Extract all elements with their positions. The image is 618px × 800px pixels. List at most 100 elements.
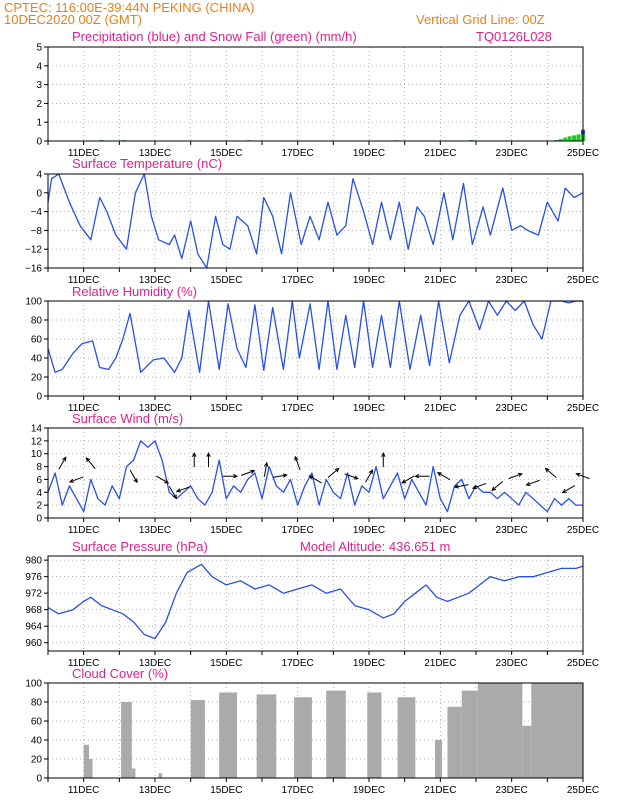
cloud-bar: [294, 697, 312, 778]
x-tick-label: 21DEC: [424, 785, 456, 796]
temperature-panel: Surface Temperature (nC) 4 0 −4 −8 −12 −16 11…: [25, 156, 599, 286]
x-tick-label: 13DEC: [139, 148, 171, 159]
cloud-bar: [190, 700, 205, 778]
y-tick-label: 80: [31, 698, 43, 709]
x-tick-label: 19DEC: [353, 403, 385, 414]
precipitation-title: Precipitation (blue) and Snow Fall (gree…: [72, 29, 357, 44]
y-tick-label: 3: [36, 80, 42, 91]
wind-arrow: [272, 473, 288, 478]
temperature-frame: [47, 173, 584, 269]
pressure-marks: [47, 563, 584, 640]
humidity-panel: Relative Humidity (%) 0 20 40 60 80 100 11DEC…: [25, 284, 599, 414]
x-tick-label: 25DEC: [567, 525, 599, 536]
precipitation-grid: [47, 47, 584, 141]
y-tick-label: 2: [36, 99, 42, 110]
cloud-bar: [121, 702, 132, 778]
pressure-line: [47, 563, 584, 640]
cloud-bar: [461, 690, 478, 778]
x-tick-label: 21DEC: [424, 658, 456, 669]
x-tick-label: 21DEC: [424, 525, 456, 536]
snow-bar: [576, 134, 581, 141]
wind-arrow: [240, 469, 256, 476]
cloud-frame: [47, 682, 584, 779]
wind-arrow: [327, 467, 340, 478]
y-tick-label: 5: [36, 43, 42, 54]
wind-arrow: [365, 469, 374, 483]
x-tick-label: 13DEC: [139, 525, 171, 536]
x-tick-label: 11DEC: [68, 658, 100, 669]
x-tick-label: 17DEC: [282, 275, 314, 286]
wind-arrow: [471, 482, 487, 490]
y-tick-label: 20: [31, 755, 43, 766]
wind-arrow: [381, 451, 386, 468]
x-tick-label: 23DEC: [496, 658, 528, 669]
y-tick-label: 960: [25, 638, 42, 649]
x-tick-label: 17DEC: [282, 658, 314, 669]
wind-arrow: [155, 475, 170, 484]
x-tick-label: 23DEC: [496, 148, 528, 159]
wind-grid: [47, 428, 584, 518]
precipitation-x-labels: 11DEC 13DEC 15DEC 17DEC 19DEC 21DEC 23DEC 25DEC: [47, 141, 599, 159]
wind-arrow: [206, 451, 211, 468]
precipitation-marks: [99, 129, 586, 141]
cloud-bar: [158, 773, 163, 778]
x-tick-label: 25DEC: [567, 403, 599, 414]
x-tick-label: 23DEC: [496, 525, 528, 536]
pressure-x-labels: 11DEC 13DEC 15DEC 17DEC 19DEC 21DEC 23DEC 25DEC: [47, 651, 599, 669]
y-tick-label: 4: [36, 488, 42, 499]
pressure-panel: Surface Pressure (hPa) Model Altitude: 4…: [25, 539, 599, 669]
humidity-y-labels: 0 20 40 60 80 100: [25, 297, 48, 403]
humidity-grid: [47, 301, 584, 396]
wind-title: Surface Wind (m/s): [72, 411, 183, 426]
y-tick-label: −16: [25, 264, 42, 275]
precipitation-frame: [47, 46, 584, 142]
y-tick-label: 20: [31, 373, 43, 384]
wind-frame: [47, 427, 584, 519]
pressure-frame: [47, 555, 584, 652]
precipitation-panel: Precipitation (blue) and Snow Fall (gree…: [36, 29, 599, 159]
humidity-marks: [47, 300, 583, 373]
wind-arrow: [192, 451, 197, 468]
x-tick-label: 11DEC: [68, 785, 100, 796]
x-tick-label: 23DEC: [496, 403, 528, 414]
y-tick-label: 1: [36, 118, 42, 129]
temperature-y-labels: 4 0 −4 −8 −12 −16: [25, 170, 48, 275]
pressure-title: Surface Pressure (hPa): [72, 539, 208, 554]
x-tick-label: 13DEC: [139, 658, 171, 669]
y-tick-label: 100: [25, 679, 42, 690]
x-tick-label: 15DEC: [210, 785, 242, 796]
x-tick-label: 15DEC: [210, 148, 242, 159]
temperature-x-labels: 11DEC 13DEC 15DEC 17DEC 19DEC 21DEC 23DEC 25DEC: [47, 268, 599, 286]
y-tick-label: 40: [31, 736, 43, 747]
y-tick-label: 80: [31, 316, 43, 327]
x-tick-label: 21DEC: [424, 148, 456, 159]
snow-bar: [558, 139, 563, 141]
wind-arrow: [168, 485, 177, 500]
y-tick-label: 10: [31, 449, 43, 460]
y-tick-label: −8: [31, 226, 43, 237]
y-tick-label: 964: [25, 622, 42, 633]
x-tick-label: 15DEC: [210, 403, 242, 414]
cloud-marks: [83, 683, 583, 778]
wind-arrow: [525, 479, 540, 486]
y-tick-label: 0: [36, 188, 42, 199]
y-tick-label: 0: [36, 392, 42, 403]
wind-arrow: [508, 472, 523, 480]
cloud-bar: [326, 690, 346, 778]
precipitation-y-labels: 0 1 2 3 4 5: [36, 43, 48, 148]
x-tick-label: 25DEC: [567, 148, 599, 159]
x-tick-label: 25DEC: [567, 275, 599, 286]
cloud-bar: [83, 744, 90, 778]
humidity-x-labels: 11DEC 13DEC 15DEC 17DEC 19DEC 21DEC 23DEC 25DEC: [47, 396, 599, 414]
cloud-title: Cloud Cover (%): [72, 666, 168, 681]
y-tick-label: 4: [36, 61, 42, 72]
x-tick-label: 13DEC: [139, 275, 171, 286]
wind-arrow: [453, 484, 469, 489]
wind-arrow: [491, 480, 504, 492]
wind-arrow: [68, 476, 84, 483]
y-tick-label: 8: [36, 462, 42, 473]
x-tick-label: 13DEC: [139, 403, 171, 414]
x-tick-label: 17DEC: [282, 525, 314, 536]
